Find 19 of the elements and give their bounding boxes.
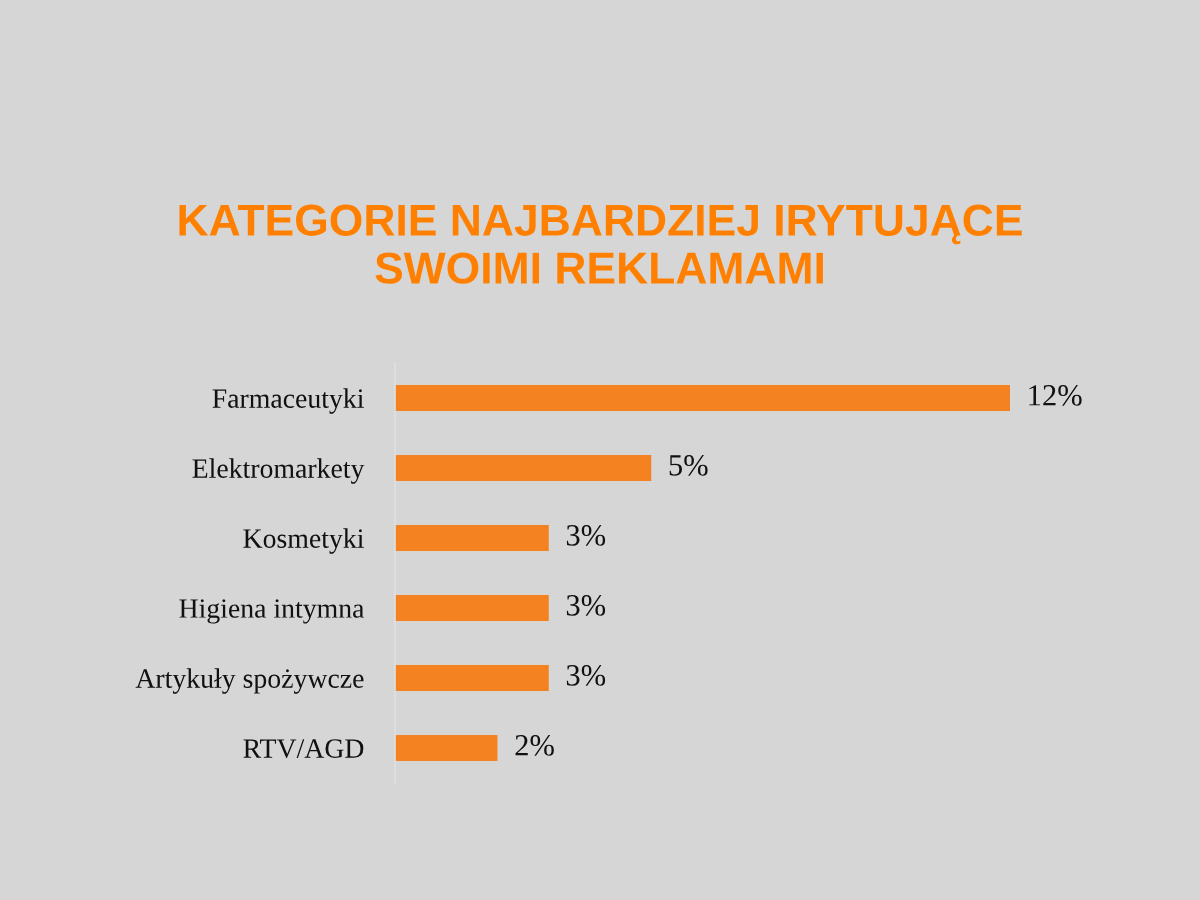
data-label: 12%	[1029, 385, 1082, 406]
y-tick-label: Artykuły spożywcze	[135, 668, 364, 694]
bar	[395, 665, 549, 691]
chart-title: KATEGORIE NAJBARDZIEJ IRYTUJĄCE SWOIMI REKLAMAMI	[179, 204, 1022, 284]
data-label: 3%	[566, 525, 606, 546]
data-label: 3%	[566, 595, 606, 616]
bar	[395, 735, 498, 761]
bar	[395, 595, 549, 621]
y-tick-label: Farmaceutyki	[212, 388, 364, 414]
data-label: 2%	[515, 735, 554, 756]
y-tick-label: RTV/AGD	[243, 739, 364, 759]
bar	[395, 525, 549, 551]
bar	[395, 385, 1010, 411]
bar	[395, 455, 652, 481]
y-tick-label: Elektromarkety	[192, 458, 365, 484]
y-tick-label: Higiena intymna	[179, 599, 365, 624]
data-label: 3%	[566, 665, 606, 686]
data-label: 5%	[669, 455, 708, 476]
y-tick-label: Kosmetyki	[243, 528, 364, 554]
